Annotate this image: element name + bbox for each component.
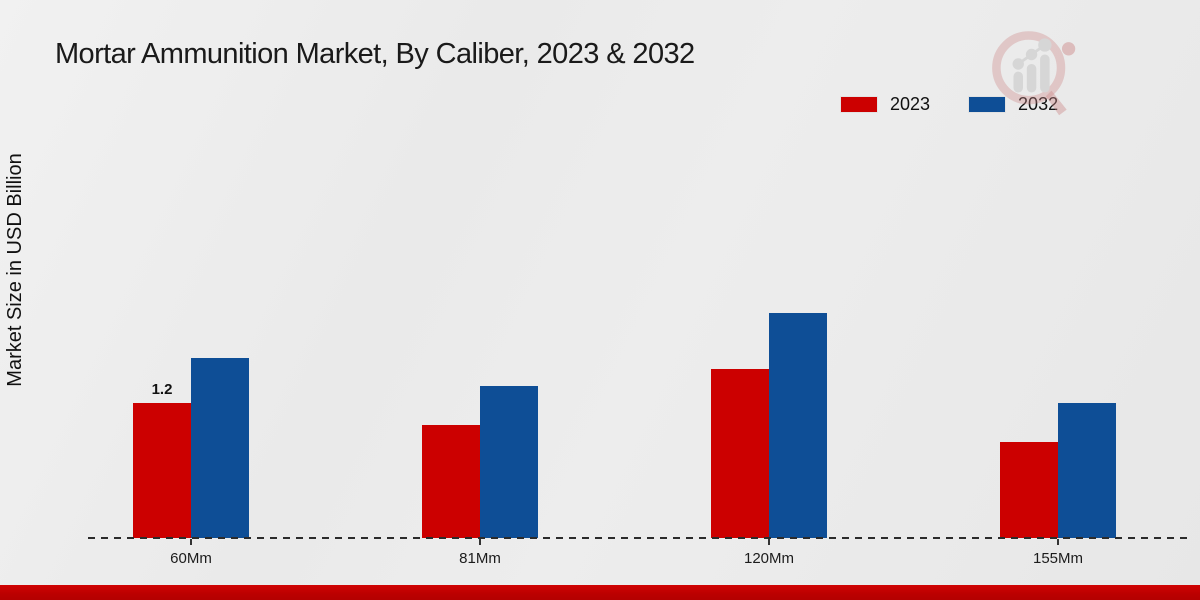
legend-swatch-2023-icon [840, 96, 878, 113]
bar-2032-60Mm[interactable] [191, 358, 249, 538]
x-axis-label-120Mm: 120Mm [743, 550, 795, 567]
magnifier-bar-chart-logo-icon [992, 31, 1076, 116]
bar-2023-81Mm[interactable] [422, 425, 480, 538]
bar-value-label-60Mm-2023: 1.2 [151, 381, 173, 398]
bar-2023-155Mm[interactable] [1000, 442, 1058, 538]
bar-2032-155Mm[interactable] [1058, 403, 1116, 538]
x-axis-label-60Mm: 60Mm [170, 550, 212, 567]
legend-label-2023: 2023 [890, 94, 931, 114]
legend-label-2032: 2032 [1018, 94, 1059, 114]
x-axis-label-155Mm: 155Mm [1032, 550, 1084, 567]
x-axis-line [88, 537, 1192, 539]
bar-2032-81Mm[interactable] [480, 386, 538, 538]
bar-2032-120Mm[interactable] [769, 313, 827, 538]
x-axis-tick-155Mm [1057, 539, 1059, 545]
legend-item-2032[interactable]: 2032 [968, 94, 1058, 115]
chart-title: Mortar Ammunition Market, By Caliber, 20… [55, 38, 695, 70]
x-axis-label-81Mm: 81Mm [459, 550, 501, 567]
bottom-accent-bar [0, 585, 1200, 600]
legend: 2023 2032 [840, 94, 1058, 115]
bar-2023-60Mm[interactable] [133, 403, 191, 538]
bar-2023-120Mm[interactable] [711, 369, 769, 538]
x-axis-tick-120Mm [768, 539, 770, 545]
x-axis-tick-81Mm [479, 539, 481, 545]
legend-item-2023[interactable]: 2023 [840, 94, 930, 115]
legend-swatch-2032-icon [968, 96, 1007, 113]
x-axis-tick-60Mm [190, 539, 192, 545]
